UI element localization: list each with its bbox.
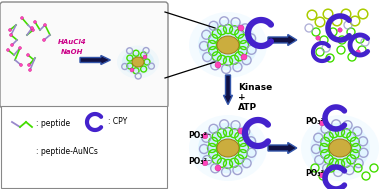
Ellipse shape — [217, 36, 239, 54]
Circle shape — [19, 64, 22, 67]
Ellipse shape — [127, 53, 149, 71]
Circle shape — [11, 157, 15, 161]
Ellipse shape — [301, 115, 379, 181]
Circle shape — [202, 133, 208, 139]
Text: PO₃²⁻: PO₃²⁻ — [305, 170, 328, 178]
Circle shape — [11, 43, 14, 46]
Ellipse shape — [198, 123, 258, 173]
Ellipse shape — [198, 20, 258, 70]
Text: : peptide-AuNCs: : peptide-AuNCs — [36, 147, 98, 156]
Ellipse shape — [189, 115, 267, 181]
Text: : peptide: : peptide — [36, 119, 70, 129]
Text: +: + — [238, 92, 246, 101]
Ellipse shape — [319, 130, 361, 166]
FancyArrow shape — [268, 35, 297, 46]
Circle shape — [22, 145, 26, 149]
FancyBboxPatch shape — [0, 2, 168, 108]
Text: PO₃²⁻: PO₃²⁻ — [305, 118, 328, 126]
Circle shape — [143, 55, 147, 59]
Circle shape — [238, 128, 244, 134]
Circle shape — [44, 23, 47, 26]
Ellipse shape — [207, 27, 249, 63]
Ellipse shape — [9, 145, 27, 159]
Text: PO₃²⁻: PO₃²⁻ — [188, 130, 211, 139]
Circle shape — [130, 68, 134, 72]
Circle shape — [24, 120, 28, 124]
Circle shape — [33, 20, 36, 23]
Circle shape — [319, 120, 325, 126]
Text: ATP: ATP — [238, 102, 257, 112]
Ellipse shape — [5, 142, 31, 162]
Ellipse shape — [189, 12, 267, 78]
Circle shape — [31, 29, 34, 32]
Circle shape — [6, 49, 9, 51]
Circle shape — [241, 54, 247, 60]
Circle shape — [18, 125, 22, 129]
Circle shape — [238, 25, 244, 31]
Circle shape — [28, 68, 31, 71]
Text: HAuCl4: HAuCl4 — [58, 39, 86, 45]
Text: NaOH: NaOH — [61, 49, 83, 55]
Circle shape — [356, 50, 360, 54]
Ellipse shape — [122, 49, 154, 75]
Circle shape — [28, 64, 30, 67]
Ellipse shape — [132, 57, 144, 67]
Ellipse shape — [117, 46, 159, 78]
FancyBboxPatch shape — [1, 106, 167, 188]
Ellipse shape — [329, 139, 351, 157]
Circle shape — [27, 53, 30, 57]
Ellipse shape — [13, 148, 23, 156]
Ellipse shape — [207, 130, 249, 166]
Ellipse shape — [2, 139, 34, 166]
Circle shape — [202, 160, 208, 166]
Circle shape — [42, 39, 45, 42]
FancyArrow shape — [224, 75, 232, 105]
Circle shape — [319, 172, 325, 178]
FancyArrow shape — [268, 143, 297, 153]
Circle shape — [8, 29, 11, 32]
Circle shape — [316, 36, 320, 40]
Circle shape — [19, 46, 22, 50]
FancyArrow shape — [80, 56, 110, 64]
Ellipse shape — [310, 123, 370, 173]
Circle shape — [215, 165, 221, 171]
Text: PO₃²⁻: PO₃²⁻ — [188, 157, 211, 167]
Text: Kinase: Kinase — [238, 83, 272, 91]
Circle shape — [9, 33, 13, 36]
Text: : CPY: : CPY — [108, 118, 127, 126]
Circle shape — [30, 26, 33, 29]
Circle shape — [215, 62, 221, 68]
Circle shape — [338, 28, 342, 32]
Circle shape — [20, 16, 23, 19]
Ellipse shape — [217, 139, 239, 157]
